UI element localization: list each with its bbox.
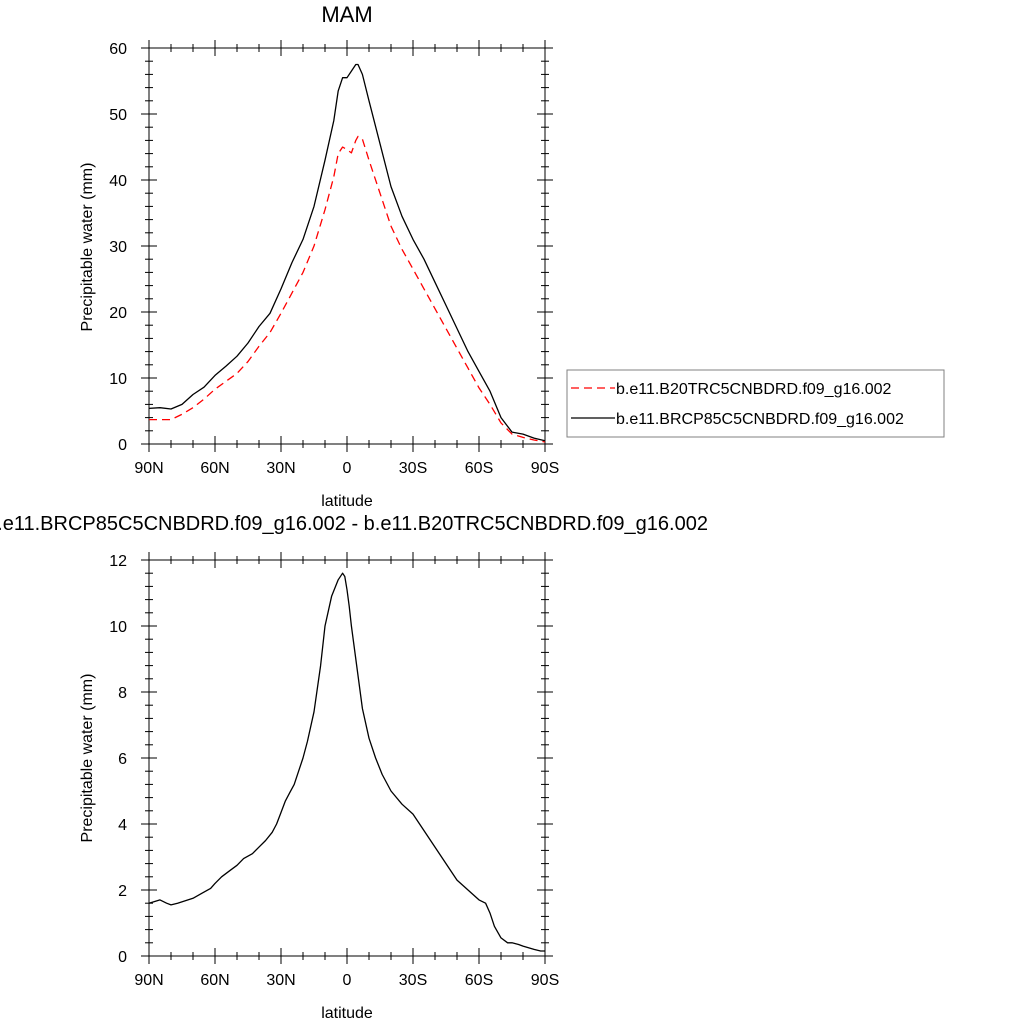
top-ytick-label: 0 [118,437,127,454]
top-chart-series [148,63,546,443]
bottom-ytick-label: 10 [109,619,127,636]
bottom-chart-ylabel: Precipitable water (mm) [79,674,96,843]
top-xtick-label: 60S [465,460,493,477]
bottom-xtick-label: 30N [266,972,295,989]
top-xtick-label: 0 [343,460,352,477]
top-chart-legend: b.e11.B20TRC5CNBDRD.f09_g16.002 b.e11.BR… [566,369,945,438]
top-ytick-label: 30 [109,239,127,256]
top-xtick-label: 60N [200,460,229,477]
bottom-ytick-label: 6 [118,751,127,768]
legend-label-series-0: b.e11.B20TRC5CNBDRD.f09_g16.002 [616,381,892,398]
top-series-line-1 [148,63,546,442]
legend-label-series-1: b.e11.BRCP85C5CNBDRD.f09_g16.002 [616,411,904,428]
top-ytick-label: 50 [109,107,127,124]
bottom-chart-xlabel: latitude [321,1005,373,1022]
bottom-ytick-label: 12 [109,553,127,570]
bottom-xtick-label: 90S [531,972,559,989]
bottom-ytick-label: 8 [118,685,127,702]
bottom-series-line-0 [148,572,545,952]
top-xtick-label: 30N [266,460,295,477]
top-chart-ylabel: Precipitable water (mm) [79,163,96,332]
bottom-xtick-label: 90N [134,972,163,989]
top-chart-xlabel: latitude [321,493,373,510]
bottom-chart-title: b.e11.BRCP85C5CNBDRD.f09_g16.002 - b.e11… [0,513,708,535]
top-ytick-label: 20 [109,305,127,322]
top-chart-ticks: 90N 60N 30N 0 30S 60S 90S 0 10 20 30 40 50 60 [109,40,559,477]
bottom-chart-panel: b.e11.BRCP85C5CNBDRD.f09_g16.002 - b.e11… [0,513,708,1022]
bottom-xtick-label: 0 [343,972,352,989]
top-ytick-label: 10 [109,371,127,388]
bottom-ytick-label: 0 [118,949,127,966]
bottom-xtick-label: 30S [399,972,427,989]
top-ytick-label: 40 [109,173,127,190]
top-chart-title: MAM [321,2,372,27]
bottom-ytick-label: 2 [118,883,127,900]
bottom-chart-series [148,572,545,952]
bottom-ytick-label: 4 [118,817,127,834]
bottom-chart-ticks: 90N 60N 30N 0 30S 60S 90S 0 2 4 6 8 10 12 [109,552,559,989]
legend-box [566,369,945,438]
top-ytick-label: 60 [109,41,127,58]
top-xtick-label: 90S [531,460,559,477]
bottom-xtick-label: 60S [465,972,493,989]
top-chart-panel: MAM Precipitable water (mm) latitude 90N… [79,2,559,510]
bottom-xtick-label: 60N [200,972,229,989]
top-xtick-label: 30S [399,460,427,477]
top-xtick-label: 90N [134,460,163,477]
top-series-line-0 [149,135,546,443]
